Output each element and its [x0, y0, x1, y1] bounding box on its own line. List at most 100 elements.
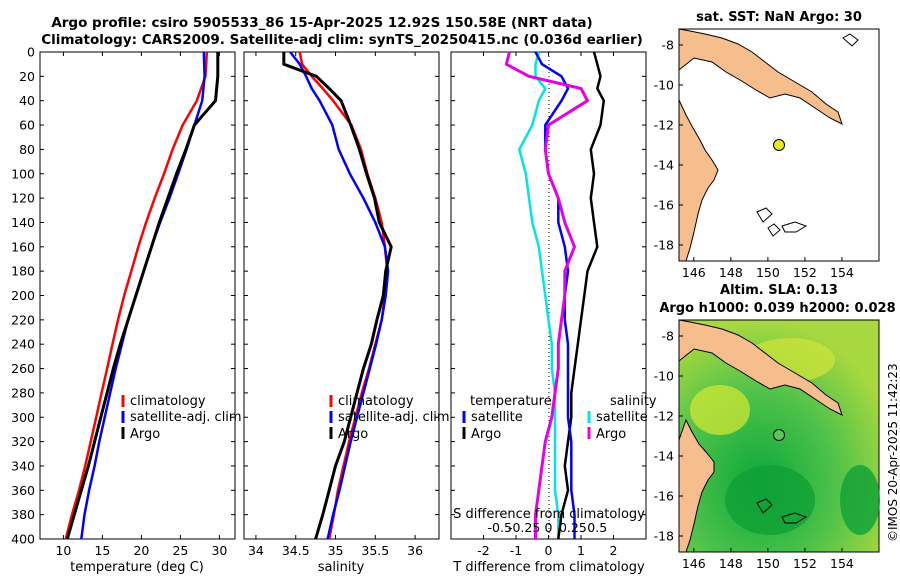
series-temperature-satellite [518, 51, 560, 539]
x-tick-label: -1 [510, 543, 522, 558]
series-climatology [64, 51, 209, 540]
lat-tick-label: -16 [654, 489, 674, 504]
lon-tick-label: 152 [793, 556, 817, 571]
y-tick-label: 360 [11, 483, 35, 498]
salinity-y-ticks [244, 51, 439, 540]
lat-tick-label: -12 [654, 118, 674, 133]
legend-label-argo: Argo [130, 427, 160, 442]
argo-location-marker [773, 139, 785, 151]
legend-label-t-satellite: satellite [471, 410, 523, 425]
x-tick-label: 34 [248, 543, 264, 558]
png-coast [678, 319, 843, 416]
y-tick-label: 260 [11, 361, 35, 376]
sla-map: -8 -10 -12 -14 -16 -18 146 148 150 152 154 [654, 319, 880, 571]
x-tick-label: 35 [328, 543, 344, 558]
temperature-axes [39, 51, 236, 540]
legend-label-satellite: satellite-adj. clim [130, 410, 242, 425]
salinity-axes [243, 51, 440, 540]
lon-tick-label: 146 [682, 265, 706, 280]
australia-coast [678, 418, 715, 553]
sst-map-lat-ticks: -8 -10 -12 -14 -16 -18 [654, 38, 683, 253]
y-tick-label: 60 [19, 118, 35, 133]
x-tick-label: -2 [477, 543, 489, 558]
island-2 [781, 221, 808, 233]
series-argo [65, 52, 220, 540]
salinity-xlabel: salinity [318, 560, 365, 575]
argo-location-marker [773, 429, 785, 441]
series-satellite-adj-clim [289, 51, 390, 540]
x-tick-label: 2 [610, 543, 618, 558]
difference-x-ticks: -2 -1 0 1 2 [477, 52, 617, 558]
lon-tick-label: 154 [830, 265, 854, 280]
lat-tick-label: -10 [654, 78, 674, 93]
lon-tick-label: 152 [793, 265, 817, 280]
legend-label-s-satellite: satellite [596, 410, 648, 425]
lon-tick-label: 150 [756, 556, 780, 571]
y-tick-label: 400 [11, 532, 35, 547]
sla-high-anomaly-west [690, 385, 750, 435]
y-tick-label: 380 [11, 507, 35, 522]
temperature-legend: climatology satellite-adj. clim Argo [121, 394, 242, 442]
y-tick-label: 0 [27, 45, 35, 60]
legend-label-climatology: climatology [130, 394, 206, 409]
difference-legend: temperature satellite Argo salinity sate… [462, 394, 657, 442]
x-tick-label: 1 [577, 543, 585, 558]
y-tick-label: 240 [11, 337, 35, 352]
lat-tick-label: -8 [662, 329, 675, 344]
series-temperature-argo [557, 51, 606, 540]
lon-tick-label: 146 [682, 556, 706, 571]
s-tick-label: 0.25 [559, 520, 587, 535]
y-tick-label: 40 [19, 93, 35, 108]
legend-label-argo: Argo [338, 427, 368, 442]
salinity-legend: climatology satellite-adj. clim Argo [329, 394, 450, 442]
legend-label-t-argo: Argo [471, 427, 501, 442]
y-tick-label: 320 [11, 434, 35, 449]
salinity-panel: 34 34.5 35 35.5 36 salinity climatology sate… [243, 51, 450, 575]
legend-label-climatology: climatology [338, 394, 414, 409]
chart-title-line2: Climatology: CARS2009. Satellite-adj cli… [41, 32, 643, 48]
legend-title-temperature: temperature [470, 394, 552, 409]
sst-map: -8 -10 -12 -14 -16 -18 146 148 150 152 154 [654, 28, 880, 280]
y-tick-label: 160 [11, 239, 35, 254]
t-difference-xlabel: T difference from climatology [452, 560, 645, 575]
x-tick-label: 35.5 [361, 543, 389, 558]
temperature-xlabel: temperature (deg C) [70, 560, 204, 575]
lat-tick-label: -18 [654, 238, 674, 253]
lat-tick-label: -14 [654, 449, 674, 464]
island-4 [842, 33, 859, 47]
x-tick-label: 36 [407, 543, 423, 558]
x-tick-label: 0 [545, 543, 553, 558]
difference-series [504, 51, 606, 540]
lat-tick-label: -14 [654, 158, 674, 173]
series-salinity-satellite [534, 51, 576, 539]
lon-tick-label: 150 [756, 265, 780, 280]
sla-map-lat-ticks: -8 -10 -12 -14 -16 -18 [654, 329, 683, 544]
s-tick-label: 0 [545, 520, 553, 535]
y-tick-label: 200 [11, 288, 35, 303]
lon-tick-label: 154 [830, 556, 854, 571]
salinity-x-ticks: 34 34.5 35 35.5 36 [248, 52, 423, 558]
sla-map-title-2: Argo h1000: 0.039 h2000: 0.028 [659, 301, 896, 316]
y-tick-label: 100 [11, 166, 35, 181]
y-tick-label: 140 [11, 215, 35, 230]
chart-title-line1: Argo profile: csiro 5905533_86 15-Apr-20… [51, 15, 593, 31]
island-1 [756, 207, 773, 223]
salinity-series [282, 51, 393, 540]
lon-tick-label: 148 [719, 265, 743, 280]
temperature-panel: 0 20 40 60 80 100 120 140 160 180 200 220 240 260 280 3… [11, 45, 241, 576]
sla-map-lon-ticks: 146 148 150 152 154 [682, 548, 854, 571]
y-tick-label: 280 [11, 385, 35, 400]
legend-title-salinity: salinity [610, 394, 657, 409]
x-tick-label: 15 [94, 543, 110, 558]
s-difference-label: S difference from climatology [453, 507, 645, 522]
sla-map-title-1: Altim. SLA: 0.13 [720, 283, 838, 298]
y-tick-label: 120 [11, 191, 35, 206]
island-3 [767, 223, 781, 237]
temperature-x-ticks: 10 15 20 25 30 [55, 52, 227, 558]
temperature-series [64, 51, 220, 540]
series-salinity-argo [504, 51, 589, 539]
sst-map-lon-ticks: 146 148 150 152 154 [682, 257, 854, 280]
x-tick-label: 30 [211, 543, 227, 558]
s-tick-label: -0.25 [508, 520, 540, 535]
y-tick-label: 220 [11, 312, 35, 327]
